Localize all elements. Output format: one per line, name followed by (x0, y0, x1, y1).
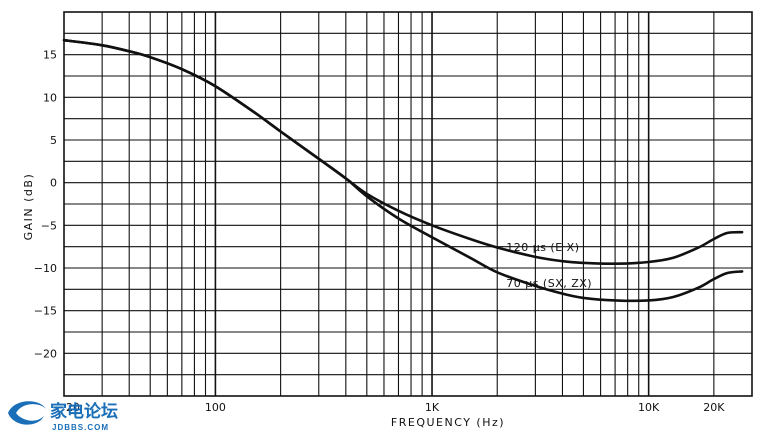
watermark-text: 家电论坛 (50, 401, 118, 421)
y-tick-label: 10 (43, 91, 57, 104)
y-tick-labels: 15 10 5 0 −5 −10 −15 −20 (34, 49, 57, 361)
y-tick-label: −5 (41, 219, 57, 232)
x-tick-label: 100 (205, 401, 226, 414)
y-tick-label: −15 (34, 305, 57, 318)
y-tick-label: 0 (50, 177, 57, 190)
y-tick-label: 5 (50, 134, 57, 147)
x-tick-label: 10K (638, 401, 660, 414)
annotations: 120 µs (E X) 70 µs (SX, ZX) (506, 241, 592, 290)
x-tick-label: 20K (703, 401, 725, 414)
series-annotation: 70 µs (SX, ZX) (506, 277, 592, 290)
series-annotation: 120 µs (E X) (506, 241, 579, 254)
swirl-icon (8, 401, 46, 425)
y-tick-label: −20 (34, 347, 57, 360)
series-line-120us (62, 38, 744, 266)
series-line-70us (62, 38, 744, 303)
watermark-logo: 家电论坛 JDBBS.COM (8, 401, 118, 432)
x-tick-label: 20 (66, 401, 80, 414)
y-tick-label: −10 (34, 262, 57, 275)
series-lines (62, 38, 744, 303)
plot-frame (63, 11, 753, 397)
y-axis-label: GAIN (dB) (22, 173, 35, 241)
x-tick-labels: 20 100 1K 10K 20K (66, 401, 725, 414)
y-tick-label: 15 (43, 49, 57, 62)
x-tick-label: 1K (425, 401, 440, 414)
x-axis-label: FREQUENCY (Hz) (391, 416, 505, 429)
watermark-subtext: JDBBS.COM (52, 423, 109, 432)
grid (64, 11, 752, 397)
